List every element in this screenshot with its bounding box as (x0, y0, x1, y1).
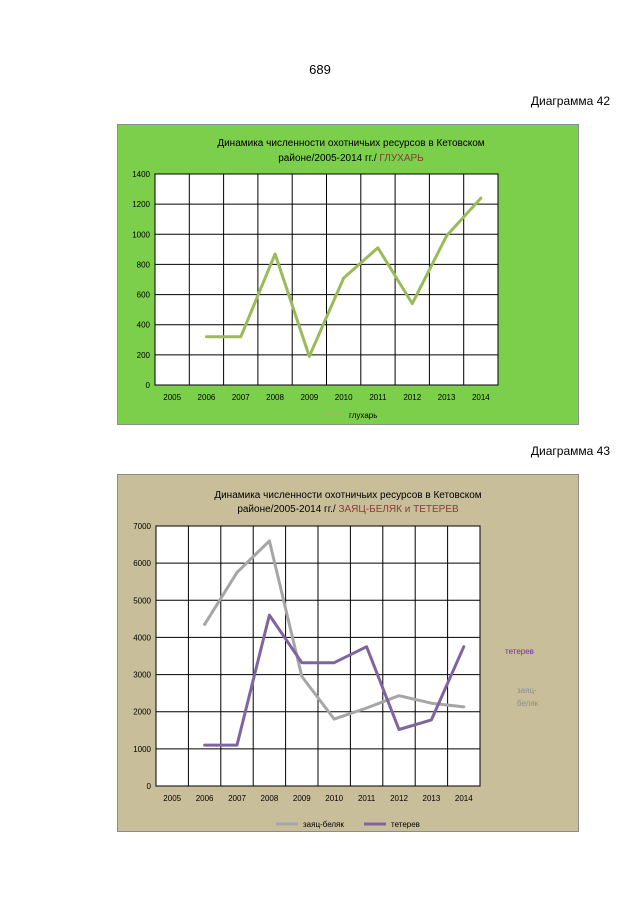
chart-grouse-svg: 0 200 400 600 800 1000 1200 1400 2005 2006 2007 200… (132, 138, 499, 420)
chart-title-line2: районе/2005-2014 гг./ ЗАЯЦ-БЕЛЯК и ТЕТЕР… (237, 504, 459, 515)
x-tick-label: 2012 (390, 794, 408, 803)
chart-hare-blackgrouse: 0 1000 2000 3000 4000 5000 6000 7000 2005 2006 200… (117, 474, 579, 832)
y-tick-label: 4000 (133, 633, 151, 642)
x-tick-label: 2014 (455, 794, 473, 803)
y-tick-label: 0 (147, 782, 152, 791)
chart-title-period: районе/2005-2014 гг./ (237, 504, 338, 515)
diagram-43-label: Диаграмма 43 (530, 444, 610, 458)
y-tick-label: 400 (137, 321, 151, 330)
diagram-42-label: Диаграмма 42 (530, 94, 610, 108)
x-tick-label: 2005 (163, 393, 181, 402)
y-tick-label: 3000 (133, 671, 151, 680)
y-tick-label: 5000 (133, 596, 151, 605)
chart-title-line2: районе/2005-2014 гг./ ГЛУХАРЬ (278, 153, 424, 164)
x-tick-label: 2013 (423, 794, 441, 803)
y-tick-label: 800 (137, 260, 151, 269)
x-tick-label: 2009 (293, 794, 311, 803)
legend-entry-0: глухарь (349, 411, 377, 420)
side-label-2: беляк (517, 699, 539, 708)
side-label-1: заяц- (517, 686, 537, 695)
x-tick-label: 2012 (403, 393, 421, 402)
chart-title-species: ГЛУХАРЬ (379, 153, 424, 164)
x-tick-label: 2011 (369, 393, 387, 402)
x-tick-label: 2010 (335, 393, 353, 402)
y-tick-label: 200 (137, 351, 151, 360)
legend-entry-1: тетерев (391, 820, 420, 829)
legend-entry-0: заяц-беляк (303, 820, 344, 829)
side-label-0: тетерев (505, 647, 534, 656)
chart-grouse: 0 200 400 600 800 1000 1200 1400 2005 2006 2007 200… (117, 124, 579, 425)
x-tick-label: 2011 (358, 794, 376, 803)
y-tick-label: 7000 (133, 522, 151, 531)
x-tick-label: 2006 (196, 794, 214, 803)
y-tick-label: 0 (146, 381, 151, 390)
chart-hare-blackgrouse-svg: 0 1000 2000 3000 4000 5000 6000 7000 2005 2006 200… (133, 490, 539, 829)
series-line-0 (203, 539, 466, 721)
series-line-1 (203, 613, 466, 747)
y-tick-label: 1400 (132, 170, 150, 179)
y-tick-label: 1200 (132, 200, 150, 209)
y-tick-label: 1000 (132, 230, 150, 239)
x-tick-label: 2007 (228, 794, 246, 803)
x-tick-label: 2005 (163, 794, 181, 803)
x-tick-label: 2008 (261, 794, 279, 803)
y-tick-label: 1000 (133, 745, 151, 754)
series-line-0 (205, 196, 483, 358)
y-tick-label: 600 (137, 291, 151, 300)
x-tick-label: 2008 (266, 393, 284, 402)
y-tick-label: 6000 (133, 559, 151, 568)
x-tick-label: 2006 (198, 393, 216, 402)
x-tick-label: 2007 (232, 393, 250, 402)
chart-title-species: ЗАЯЦ-БЕЛЯК и ТЕТЕРЕВ (338, 504, 459, 515)
chart-title-line1: Динамика численности охотничьих ресурсов… (214, 490, 481, 501)
chart-title-period: районе/2005-2014 гг./ (278, 153, 379, 164)
x-tick-label: 2013 (438, 393, 456, 402)
x-tick-label: 2010 (325, 794, 343, 803)
x-tick-label: 2009 (300, 393, 318, 402)
page-number: 689 (309, 62, 331, 77)
chart-title-line1: Динамика численности охотничьих ресурсов… (217, 138, 484, 149)
x-tick-label: 2014 (472, 393, 490, 402)
y-tick-label: 2000 (133, 708, 151, 717)
